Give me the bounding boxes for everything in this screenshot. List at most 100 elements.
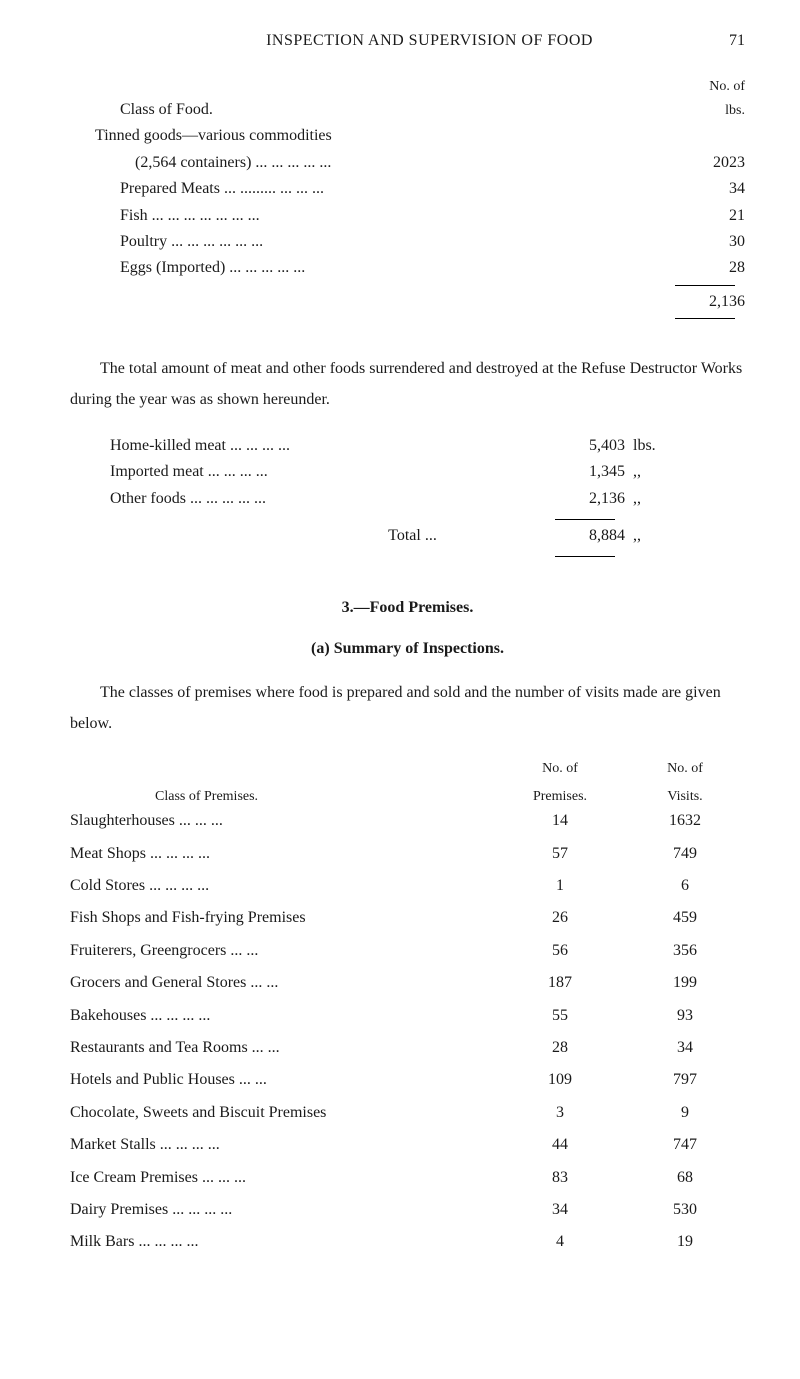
row-label: Meat Shops ... ... ... ... [70, 843, 495, 865]
subhead-text: Tinned goods—various commodities [70, 125, 655, 147]
row-label: Slaughterhouses ... ... ... [70, 810, 495, 832]
row-premises: 1 [495, 875, 625, 897]
row-visits: 34 [625, 1037, 745, 1059]
row-label: Restaurants and Tea Rooms ... ... [70, 1037, 495, 1059]
row-value: 30 [655, 231, 745, 253]
rule [555, 519, 615, 520]
table-row: Home-killed meat ... ... ... ...5,403lbs… [110, 435, 685, 457]
row-unit: ,, [625, 461, 685, 483]
row-value: 21 [655, 205, 745, 227]
table-row: Fish Shops and Fish-frying Premises26459 [70, 907, 745, 929]
col1-header: Class of Food. [70, 99, 655, 121]
row-premises: 26 [495, 907, 625, 929]
col2-header-l1: No. of [655, 77, 745, 97]
table-row: Poultry ... ... ... ... ... ...30 [70, 231, 745, 253]
row-visits: 19 [625, 1231, 745, 1253]
table-row: Slaughterhouses ... ... ...141632 [70, 810, 745, 832]
table-row: Meat Shops ... ... ... ...57749 [70, 843, 745, 865]
row-premises: 109 [495, 1069, 625, 1091]
row-label: Eggs (Imported) ... ... ... ... ... [70, 257, 655, 279]
row-label: Fruiterers, Greengrocers ... ... [70, 940, 495, 962]
row-visits: 530 [625, 1199, 745, 1221]
table-premises: No. of No. of Class of Premises. Premise… [70, 759, 745, 1254]
table-row: Fruiterers, Greengrocers ... ...56356 [70, 940, 745, 962]
row-visits: 6 [625, 875, 745, 897]
row-premises: 44 [495, 1134, 625, 1156]
row-value: 2023 [655, 152, 745, 174]
row-label: Market Stalls ... ... ... ... [70, 1134, 495, 1156]
col2-header-l2: lbs. [655, 101, 745, 121]
row-label: Fish ... ... ... ... ... ... ... [70, 205, 655, 227]
row-premises: 14 [495, 810, 625, 832]
row-visits: 356 [625, 940, 745, 962]
subheading-summary: (a) Summary of Inspections. [70, 638, 745, 660]
table1-subhead: Tinned goods—various commodities [70, 125, 745, 147]
row-visits: 747 [625, 1134, 745, 1156]
table-row: Hotels and Public Houses ... ...109797 [70, 1069, 745, 1091]
col3-h2: Visits. [625, 787, 745, 807]
row-label: Milk Bars ... ... ... ... [70, 1231, 495, 1253]
row-label: Hotels and Public Houses ... ... [70, 1069, 495, 1091]
row-visits: 797 [625, 1069, 745, 1091]
row-premises: 55 [495, 1005, 625, 1027]
row-visits: 749 [625, 843, 745, 865]
row-label: Poultry ... ... ... ... ... ... [70, 231, 655, 253]
rule [675, 285, 735, 286]
row-label: Home-killed meat ... ... ... ... [110, 435, 535, 457]
row-visits: 459 [625, 907, 745, 929]
col2-h1: No. of [495, 759, 625, 779]
table-row: Grocers and General Stores ... ...187199 [70, 972, 745, 994]
row-label: Other foods ... ... ... ... ... [110, 488, 535, 510]
row-premises: 3 [495, 1102, 625, 1124]
row-value: 28 [655, 257, 745, 279]
row-premises: 34 [495, 1199, 625, 1221]
row-visits: 93 [625, 1005, 745, 1027]
table-row: Imported meat ... ... ... ...1,345,, [110, 461, 685, 483]
table2-total-row: Total ... 8,884 ,, [110, 525, 685, 547]
table-class-of-food: No. of Class of Food. lbs. Tinned goods—… [70, 77, 745, 319]
col1-h: Class of Premises. [70, 787, 495, 807]
row-premises: 56 [495, 940, 625, 962]
row-label: Imported meat ... ... ... ... [110, 461, 535, 483]
table-row: Eggs (Imported) ... ... ... ... ...28 [70, 257, 745, 279]
row-label: Bakehouses ... ... ... ... [70, 1005, 495, 1027]
row-unit: lbs. [625, 435, 685, 457]
row-label: Grocers and General Stores ... ... [70, 972, 495, 994]
table-meat-foods: Home-killed meat ... ... ... ...5,403lbs… [70, 435, 745, 563]
total-value: 8,884 [535, 525, 625, 547]
row-value: 34 [655, 178, 745, 200]
table-row: Market Stalls ... ... ... ...44747 [70, 1134, 745, 1156]
table-row: Other foods ... ... ... ... ...2,136,, [110, 488, 685, 510]
row-visits: 1632 [625, 810, 745, 832]
subheading-text: (a) Summary of Inspections. [311, 640, 504, 657]
rule [555, 556, 615, 557]
col3-h1: No. of [625, 759, 745, 779]
col2-h2: Premises. [495, 787, 625, 807]
table1-header: No. of [70, 77, 745, 97]
row-label: (2,564 containers) ... ... ... ... ... [70, 152, 655, 174]
table-row: Ice Cream Premises ... ... ...8368 [70, 1167, 745, 1189]
table3-header: No. of No. of [70, 759, 745, 779]
row-premises: 4 [495, 1231, 625, 1253]
table1-header-row2: Class of Food. lbs. [70, 99, 745, 121]
row-visits: 68 [625, 1167, 745, 1189]
row-value: 5,403 [535, 435, 625, 457]
row-premises: 83 [495, 1167, 625, 1189]
row-label: Prepared Meats ... ......... ... ... ... [70, 178, 655, 200]
table-row: Fish ... ... ... ... ... ... ...21 [70, 205, 745, 227]
row-visits: 9 [625, 1102, 745, 1124]
table1-total: 2,136 [70, 291, 745, 313]
row-visits: 199 [625, 972, 745, 994]
table-row: Bakehouses ... ... ... ...5593 [70, 1005, 745, 1027]
row-label: Chocolate, Sweets and Biscuit Premises [70, 1102, 495, 1124]
row-label: Fish Shops and Fish-frying Premises [70, 907, 495, 929]
row-label: Cold Stores ... ... ... ... [70, 875, 495, 897]
rule [675, 318, 735, 319]
paragraph-classes: The classes of premises where food is pr… [70, 678, 745, 739]
row-premises: 28 [495, 1037, 625, 1059]
page-header: INSPECTION AND SUPERVISION OF FOOD 71 [70, 30, 745, 52]
page-number: 71 [729, 30, 745, 52]
row-value: 2,136 [535, 488, 625, 510]
row-label: Ice Cream Premises ... ... ... [70, 1167, 495, 1189]
table3-header-2: Class of Premises. Premises. Visits. [70, 787, 745, 807]
